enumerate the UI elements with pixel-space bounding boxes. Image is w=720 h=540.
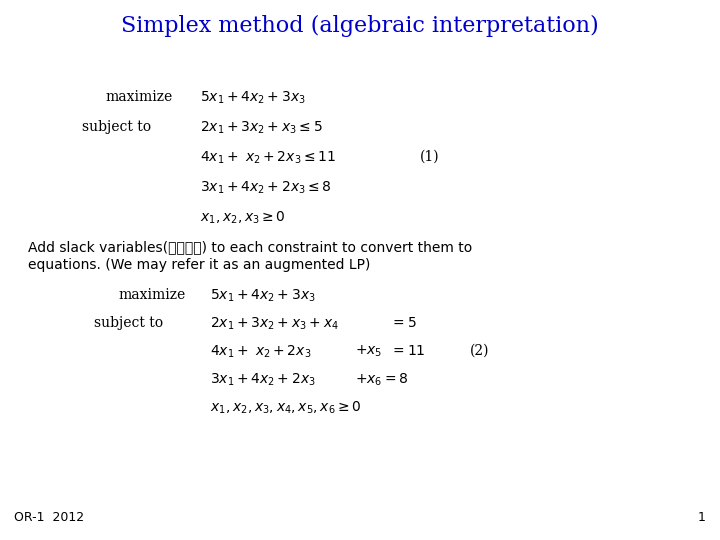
Text: $3x_1+4x_2+2x_3 \leq 8$: $3x_1+4x_2+2x_3 \leq 8$	[200, 180, 332, 197]
Text: $+x_6=8$: $+x_6=8$	[355, 372, 408, 388]
Text: $5x_1+4x_2+3x_3$: $5x_1+4x_2+3x_3$	[210, 288, 315, 305]
Text: equations. (We may refer it as an augmented LP): equations. (We may refer it as an augmen…	[28, 258, 370, 272]
Text: $5x_1+4x_2+3x_3$: $5x_1+4x_2+3x_3$	[200, 90, 306, 106]
Text: maximize: maximize	[105, 90, 172, 104]
Text: $4x_1+\ x_2+2x_3 \leq 11$: $4x_1+\ x_2+2x_3 \leq 11$	[200, 150, 336, 166]
Text: maximize: maximize	[118, 288, 185, 302]
Text: 1: 1	[698, 511, 706, 524]
Text: subject to: subject to	[94, 316, 163, 330]
Text: (2): (2)	[470, 344, 490, 358]
Text: Simplex method (algebraic interpretation): Simplex method (algebraic interpretation…	[121, 15, 599, 37]
Text: (1): (1)	[420, 150, 440, 164]
Text: $2x_1+3x_2+x_3+x_4$: $2x_1+3x_2+x_3+x_4$	[210, 316, 339, 333]
Text: $=5$: $=5$	[390, 316, 417, 330]
Text: $3x_1+4x_2+2x_3$: $3x_1+4x_2+2x_3$	[210, 372, 315, 388]
Text: $=11$: $=11$	[390, 344, 426, 358]
Text: subject to: subject to	[82, 120, 151, 134]
Text: $2x_1+3x_2+x_3 \leq 5$: $2x_1+3x_2+x_3 \leq 5$	[200, 120, 323, 137]
Text: $x_1,x_2,x_3,x_4,x_5,x_6 \geq 0$: $x_1,x_2,x_3,x_4,x_5,x_6 \geq 0$	[210, 400, 361, 416]
Text: Add slack variables(여유변수) to each constraint to convert them to: Add slack variables(여유변수) to each constr…	[28, 240, 472, 254]
Text: $+x_5$: $+x_5$	[355, 344, 382, 360]
Text: $4x_1+\ x_2+2x_3$: $4x_1+\ x_2+2x_3$	[210, 344, 311, 360]
Text: $x_1,x_2,x_3 \geq 0$: $x_1,x_2,x_3 \geq 0$	[200, 210, 286, 226]
Text: OR-1  2012: OR-1 2012	[14, 511, 84, 524]
